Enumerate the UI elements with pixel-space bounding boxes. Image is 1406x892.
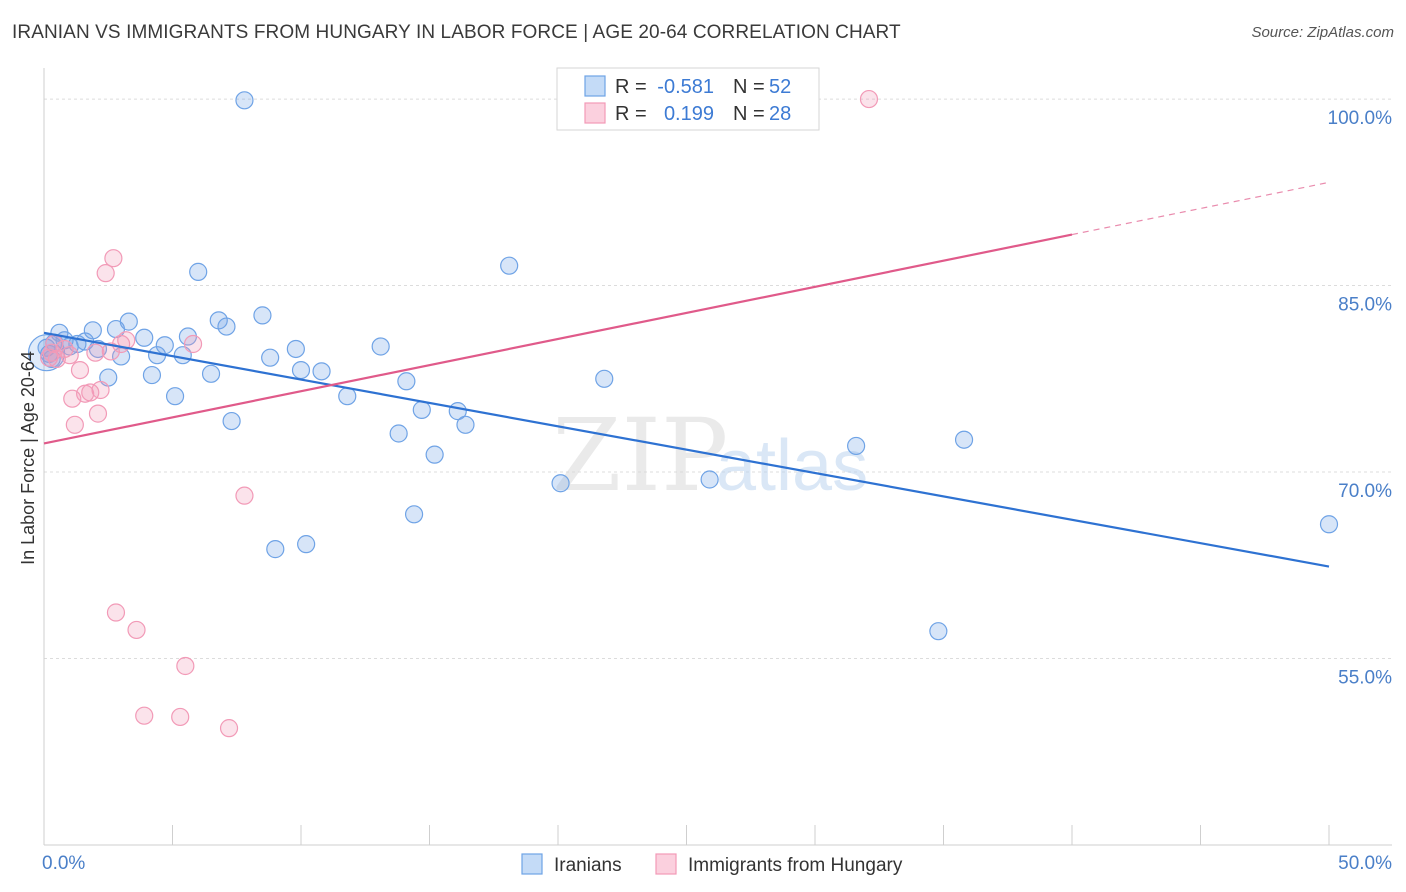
point-iranians-38 [412,400,431,419]
point-hungary-19 [127,620,146,640]
point-hungary-14 [101,342,120,361]
point-iranians-7 [83,321,102,340]
point-iranians-30 [291,360,311,380]
point-iranians-33 [338,387,357,406]
y-tick-label-85: 85.0% [1338,295,1392,316]
point-hungary-22 [176,656,195,676]
stats-r-value-iranians: -0.581 [657,76,714,98]
y-axis-title: In Labor Force | Age 20-64 [18,351,38,565]
point-hungary-12 [91,380,110,400]
watermark-atlas: atlas [716,426,868,506]
point-iranians-cluster [27,334,66,372]
point-iranians-46 [847,436,866,456]
trend-line-iranians [43,331,1330,568]
point-iranians-41 [456,415,475,434]
axes [43,68,1392,846]
point-iranians-25 [235,91,254,110]
point-iranians-48 [954,430,974,449]
point-hungary-24 [219,719,239,738]
point-hungary-15 [104,249,123,268]
point-hungary-7 [70,360,90,380]
point-iranians-14 [142,365,162,385]
point-iranians-39 [425,445,444,464]
point-iranians-20 [189,262,208,281]
trend-line-hungary [43,233,1073,445]
point-iranians-34 [371,337,390,356]
point-iranians-45 [700,470,719,489]
point-iranians-23 [217,317,236,336]
stats-n-value-iranians: 52 [769,76,791,98]
point-iranians-43 [551,474,570,493]
legend-label-iranians: Iranians [554,855,622,876]
point-iranians-44 [595,369,614,388]
point-iranians-37 [404,505,424,524]
point-hungary-16 [106,603,126,622]
point-iranians-12 [119,312,138,331]
point-hungary-26 [859,89,879,109]
point-iranians-17 [165,387,185,406]
point-iranians-16 [155,336,174,355]
point-hungary-4 [60,346,79,365]
trend-lines [43,181,1330,568]
point-iranians-35 [389,424,408,443]
bottom-legend: Iranians Immigrants from Hungary [521,853,903,876]
stats-r-value-hungary: 0.199 [664,103,714,125]
point-hungary-0 [40,348,59,367]
point-iranians-42 [500,256,519,275]
point-hungary-11 [88,404,108,423]
chart-title: IRANIAN VS IMMIGRANTS FROM HUNGARY IN LA… [12,22,901,43]
point-hungary-25 [235,486,254,505]
stats-swatch-iranians [584,75,606,97]
stats-n-label-hungary: N = [733,103,765,125]
trend-line-extension-hungary [1071,181,1330,236]
point-iranians-31 [297,535,316,554]
point-hungary-27 [45,334,64,354]
legend-swatch-hungary [655,853,677,875]
legend-label-hungary: Immigrants from Hungary [688,855,903,876]
point-iranians-13 [135,328,154,347]
point-iranians-21 [201,364,221,383]
y-tick-label-100: 100.0% [1328,108,1393,129]
point-hungary-13 [96,264,115,283]
gridlines: 55.0% 70.0% 85.0% 100.0% [44,98,1393,689]
point-iranians-32 [312,362,331,381]
stats-r-label-hungary: R = [615,103,647,125]
stats-swatch-hungary [584,102,606,124]
x-tick-label-max: 50.0% [1338,853,1392,874]
stats-n-label-iranians: N = [733,76,765,98]
x-tick-label-min: 0.0% [42,853,85,874]
point-hungary-21 [171,707,190,727]
stats-legend-box: R = -0.581 N = 52 R = 0.199 N = 28 [556,67,820,131]
point-iranians-36 [397,372,416,391]
y-tick-label-70: 70.0% [1338,481,1392,502]
point-hungary-10 [86,343,105,362]
point-iranians-49 [1319,515,1339,534]
point-iranians-24 [222,411,241,431]
legend-swatch-iranians [521,853,543,875]
point-iranians-27 [261,348,280,367]
point-hungary-23 [183,334,203,354]
point-iranians-47 [929,622,948,641]
point-hungary-6 [65,415,84,434]
series-hungary-points [40,89,879,738]
stats-r-label-iranians: R = [615,76,647,98]
watermark: ZIP atlas [552,397,868,514]
stats-n-value-hungary: 28 [769,103,791,125]
watermark-zip: ZIP [552,397,728,514]
chart-source: Source: ZipAtlas.com [1251,24,1394,41]
point-iranians-26 [253,306,272,325]
point-hungary-20 [135,706,154,725]
point-iranians-28 [266,540,285,559]
y-tick-label-55: 55.0% [1338,668,1392,689]
point-iranians-29 [286,339,305,359]
